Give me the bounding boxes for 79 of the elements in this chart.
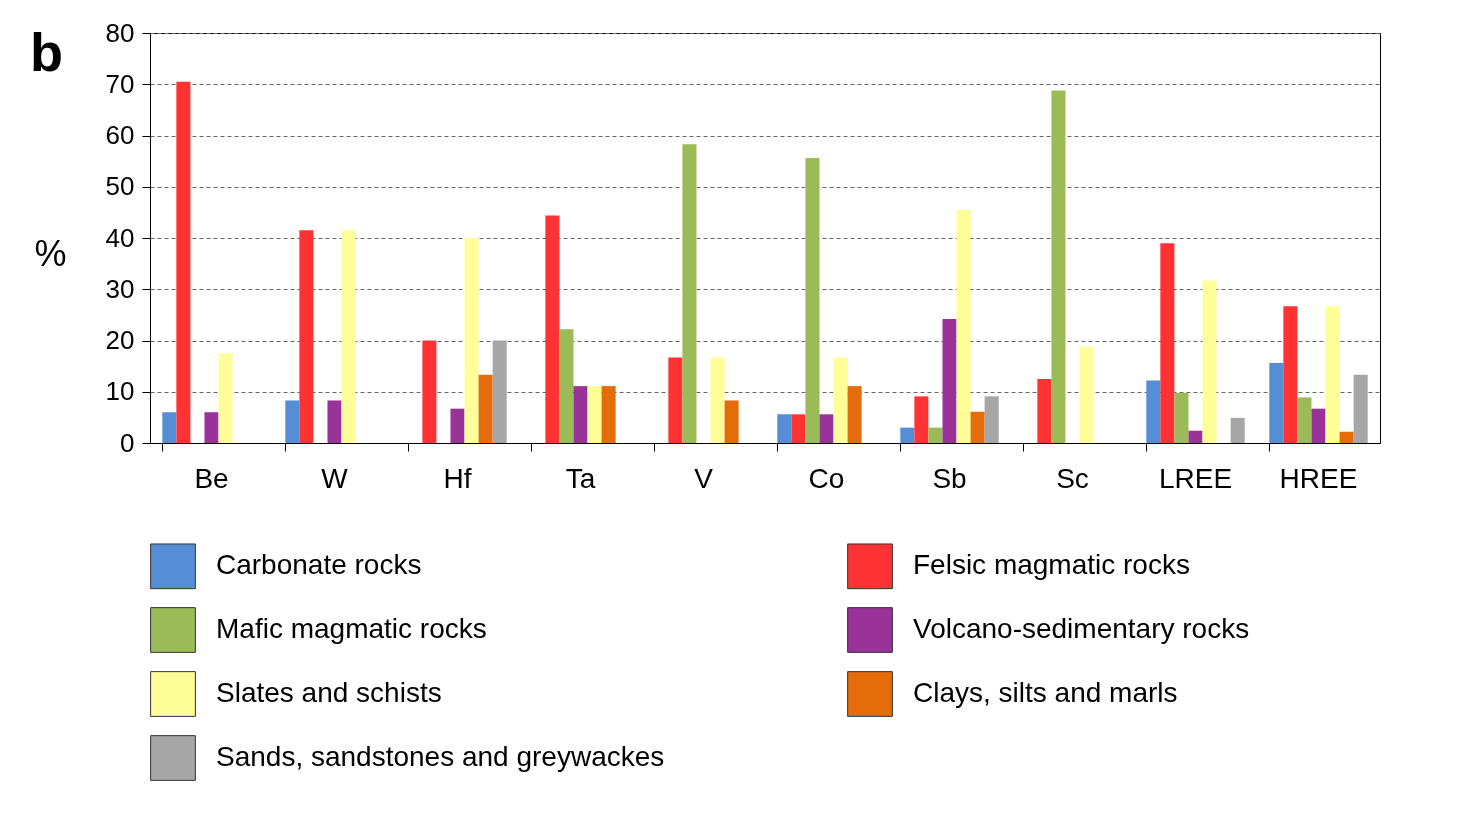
x-tick-label: W [321, 462, 349, 494]
bar [450, 408, 465, 443]
bar [1079, 346, 1094, 443]
bar [942, 318, 957, 443]
bar [1325, 306, 1340, 443]
bar [970, 411, 985, 443]
bar [1353, 374, 1368, 443]
legend-label: Felsic magmatic rocks [913, 549, 1190, 581]
bar [1339, 431, 1354, 443]
legend-label: Volcano-sedimentary rocks [913, 613, 1250, 644]
bar [1174, 392, 1189, 443]
bar [914, 396, 929, 443]
bar [668, 357, 683, 443]
bar [559, 329, 574, 443]
y-axis-title: % [34, 232, 67, 274]
bar [204, 412, 219, 443]
bar [162, 412, 177, 443]
chart-title: b [30, 22, 63, 82]
bar [1297, 397, 1312, 443]
bar [1188, 430, 1203, 443]
y-tick-label: 30 [105, 273, 135, 304]
bar [777, 414, 792, 443]
legend-label: Mafic magmatic rocks [216, 613, 487, 644]
bar [327, 400, 342, 443]
x-tick-label: Ta [565, 462, 596, 494]
y-tick-label: 10 [105, 376, 135, 407]
legend-label: Slates and schists [216, 677, 442, 708]
bar [724, 400, 739, 443]
y-tick-label: 20 [105, 325, 135, 355]
legend-label: Sands, sandstones and greywackes [216, 741, 665, 772]
bar [341, 230, 356, 443]
bar [1230, 417, 1245, 443]
bar [1160, 243, 1175, 443]
bar [285, 400, 300, 443]
bar [847, 386, 862, 443]
bar [833, 357, 848, 443]
bar [299, 230, 314, 443]
x-tick-label: Sb [932, 462, 967, 494]
y-tick-label: 80 [105, 17, 135, 48]
bar [422, 340, 437, 443]
legend-label: Clays, silts and marls [913, 677, 1178, 708]
bar [176, 81, 191, 443]
legend-label: Carbonate rocks [216, 549, 422, 581]
bar [928, 427, 943, 443]
bar [900, 427, 915, 443]
bar [791, 414, 806, 443]
bar [573, 386, 588, 443]
y-tick-label: 0 [120, 427, 135, 458]
bar [587, 386, 602, 443]
y-tick-label: 70 [105, 68, 135, 99]
bar [805, 158, 820, 443]
bar [1283, 306, 1298, 443]
bar [956, 209, 971, 443]
bar [710, 357, 725, 443]
bar [601, 386, 616, 443]
y-tick-label: 50 [105, 171, 135, 202]
bar [492, 340, 507, 443]
bar [1269, 363, 1284, 443]
bar [1202, 280, 1217, 443]
x-tick-label: Hf [443, 462, 472, 494]
bar [1037, 378, 1052, 443]
bar [1146, 380, 1161, 443]
x-tick-label: V [694, 462, 714, 494]
bar [1051, 90, 1066, 443]
x-tick-label: Co [808, 462, 845, 494]
bar [819, 414, 834, 443]
y-tick-label: 40 [105, 222, 135, 253]
x-tick-label: HREE [1279, 462, 1358, 494]
bar [1311, 408, 1326, 443]
bar [682, 144, 697, 443]
bar [478, 374, 493, 443]
bar [218, 353, 233, 443]
x-tick-label: Be [194, 462, 229, 494]
bar [984, 396, 999, 443]
x-tick-label: LREE [1158, 462, 1233, 494]
x-tick-label: Sc [1056, 462, 1089, 494]
bar [464, 238, 479, 443]
bar [545, 215, 560, 443]
y-tick-label: 60 [105, 120, 135, 150]
